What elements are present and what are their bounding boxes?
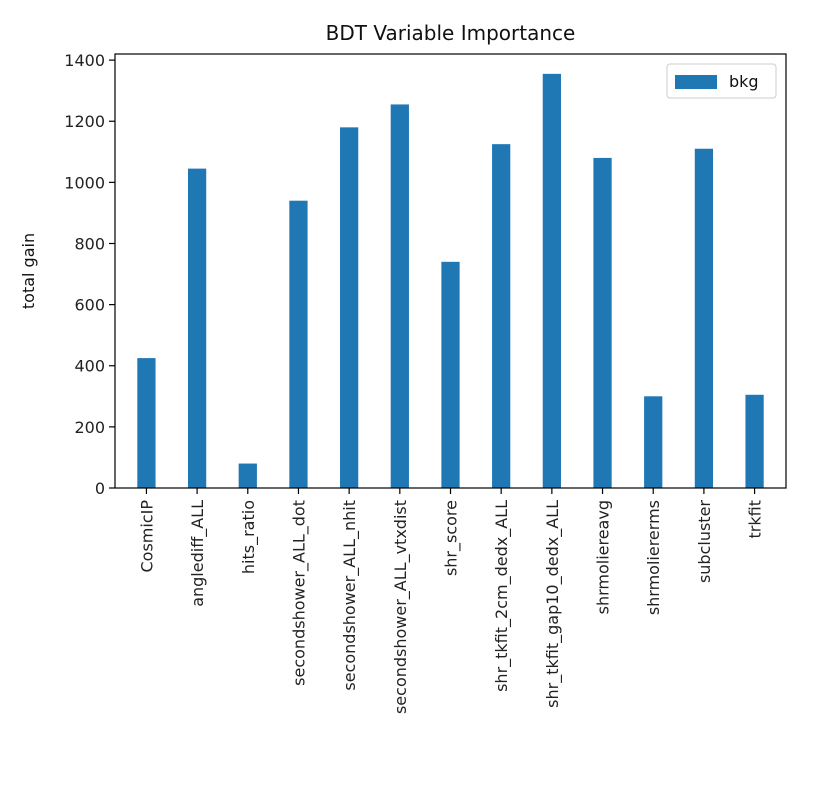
y-tick-label: 0 (95, 479, 105, 498)
y-tick-label: 1000 (64, 173, 105, 192)
x-tick-label: hits_ratio (239, 500, 259, 574)
x-tick-label: anglediff_ALL (188, 500, 208, 607)
y-tick-label: 1400 (64, 51, 105, 70)
x-tick-label: shr_tkfit_2cm_dedx_ALL (492, 500, 512, 692)
y-axis-label: total gain (19, 233, 38, 309)
plot-frame (114, 53, 787, 489)
x-tick-label: trkfit (746, 500, 765, 538)
x-tick-label: secondshower_ALL_dot (289, 500, 309, 686)
bar-shr_tkfit_gap10_dedx_ALL (542, 73, 561, 488)
y-tick-label: 200 (74, 418, 105, 437)
bar-shr_tkfit_2cm_dedx_ALL (492, 144, 511, 488)
legend-box (666, 63, 777, 99)
y-tick-label: 1200 (64, 112, 105, 131)
bar-CosmicIP (137, 358, 156, 488)
chart-title: BDT Variable Importance (326, 21, 576, 45)
bar-shr_score (441, 261, 460, 488)
x-tick-label: shr_tkfit_gap10_dedx_ALL (543, 500, 563, 708)
bar-anglediff_ALL (187, 168, 207, 488)
bar-secondshower_ALL_vtxdist (390, 104, 409, 489)
bar-shrmoliereavg (593, 157, 612, 488)
x-tick-label: shr_score (442, 500, 462, 576)
bar-secondshower_ALL_nhit (340, 127, 359, 488)
legend-swatch-bkg (675, 75, 717, 89)
legend-label-bkg: bkg (729, 72, 759, 91)
bar-secondshower_ALL_dot (289, 200, 308, 488)
y-axis-ticks: 0 200 400 600 800 1000 1200 1400 (64, 51, 115, 498)
y-tick-label: 600 (74, 296, 105, 315)
x-tick-label: CosmicIP (137, 500, 156, 573)
x-tick-label: shrmoliererms (644, 500, 663, 615)
bar-hits_ratio (238, 463, 257, 488)
x-axis-ticks: CosmicIP anglediff_ALL hits_ratio secondsho… (137, 488, 765, 714)
legend: bkg (666, 63, 777, 99)
y-tick-label: 400 (74, 357, 105, 376)
x-tick-label: shrmoliereavg (594, 500, 613, 614)
x-tick-label: secondshower_ALL_vtxdist (391, 500, 411, 714)
bar-trkfit (745, 394, 764, 488)
bars-group (137, 73, 764, 489)
x-tick-label: subcluster (695, 500, 714, 583)
y-tick-label: 800 (74, 234, 105, 253)
x-tick-label: secondshower_ALL_nhit (340, 500, 360, 691)
bar-subcluster (694, 148, 714, 489)
bar-shrmoliererms (644, 396, 663, 488)
